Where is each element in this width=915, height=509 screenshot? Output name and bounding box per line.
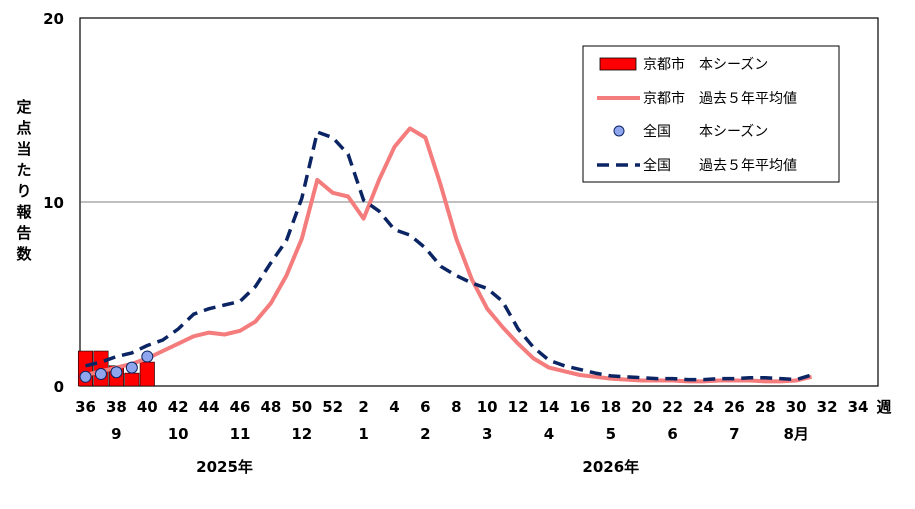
x-tick-week-12: 12: [508, 398, 529, 416]
y-tick-10: 10: [43, 194, 64, 212]
x-tick-week-14: 14: [539, 398, 560, 416]
month-label-9: 9: [111, 425, 121, 443]
legend-label-kyoto-avg: 京都市 過去５年平均値: [643, 90, 797, 107]
point-national-week-40: [141, 350, 154, 363]
y-axis-label-char: 告: [16, 224, 31, 242]
point-national-week-36: [79, 370, 92, 383]
x-tick-week-50: 50: [291, 398, 312, 416]
x-tick-week-16: 16: [569, 398, 590, 416]
y-axis-label-char: 点: [16, 119, 31, 137]
point-national-week-38: [110, 366, 123, 379]
month-label-6: 6: [667, 425, 677, 443]
legend-label-national-season: 全国 本シーズン: [643, 123, 768, 140]
month-label-10: 10: [168, 425, 189, 443]
month-label-7: 7: [729, 425, 739, 443]
bar-kyoto-week-39: [124, 372, 140, 387]
y-axis-label-char: 当: [16, 140, 31, 158]
x-tick-week-26: 26: [724, 398, 745, 416]
x-tick-week-48: 48: [260, 398, 281, 416]
chart-marks: [77, 126, 813, 387]
x-tick-week-18: 18: [600, 398, 621, 416]
x-tick-week-24: 24: [693, 398, 714, 416]
point-national-week-39: [125, 361, 138, 374]
y-axis-label-char: 定: [16, 98, 31, 116]
month-label-12: 12: [291, 425, 312, 443]
x-tick-week-2: 2: [358, 398, 368, 416]
x-tick-week-38: 38: [106, 398, 127, 416]
year-label-2025年: 2025年: [196, 458, 253, 476]
year-label-2026年: 2026年: [582, 458, 639, 476]
y-tick-0: 0: [54, 378, 64, 396]
x-tick-week-42: 42: [168, 398, 189, 416]
x-tick-week-20: 20: [631, 398, 652, 416]
x-tick-week-10: 10: [477, 398, 498, 416]
x-tick-week-4: 4: [389, 398, 399, 416]
legend-swatch-bar: [599, 57, 637, 71]
x-tick-week-8: 8: [451, 398, 461, 416]
legend: 京都市 本シーズン 京都市 過去５年平均値 全国 本シーズン 全国 過去５年平均…: [582, 45, 840, 183]
x-tick-week-28: 28: [755, 398, 776, 416]
x-tick-week-44: 44: [199, 398, 220, 416]
line-national-5yr-average: [85, 130, 813, 382]
y-tick-20: 20: [43, 10, 64, 28]
month-label-3: 3: [482, 425, 492, 443]
month-label-1: 1: [358, 425, 368, 443]
legend-swatch-point: [613, 125, 625, 137]
legend-label-national-avg: 全国 過去５年平均値: [643, 157, 797, 174]
x-tick-week-32: 32: [817, 398, 838, 416]
y-axis-label-char: り: [16, 182, 31, 200]
x-unit-label: 週: [876, 398, 891, 416]
month-label-4: 4: [544, 425, 554, 443]
month-label-2: 2: [420, 425, 430, 443]
month-label-8月: 8月: [783, 425, 808, 443]
x-tick-week-52: 52: [322, 398, 343, 416]
bar-kyoto-week-40: [139, 361, 155, 387]
y-axis-label: 定点当たり報告数: [16, 98, 32, 263]
y-axis-label-char: 数: [16, 245, 32, 263]
month-label-5: 5: [606, 425, 616, 443]
y-axis-label-char: 報: [16, 203, 32, 221]
legend-label-kyoto-season: 京都市 本シーズン: [643, 56, 768, 73]
x-tick-week-22: 22: [662, 398, 683, 416]
x-tick-week-30: 30: [786, 398, 807, 416]
x-tick-week-40: 40: [137, 398, 158, 416]
x-tick-week-6: 6: [420, 398, 430, 416]
point-national-week-37: [94, 368, 107, 381]
line-kyoto-5yr-average: [85, 126, 813, 384]
x-tick-week-34: 34: [848, 398, 869, 416]
y-axis-label-char: た: [16, 161, 31, 179]
x-tick-week-36: 36: [75, 398, 96, 416]
month-label-11: 11: [230, 425, 251, 443]
x-tick-week-46: 46: [230, 398, 251, 416]
